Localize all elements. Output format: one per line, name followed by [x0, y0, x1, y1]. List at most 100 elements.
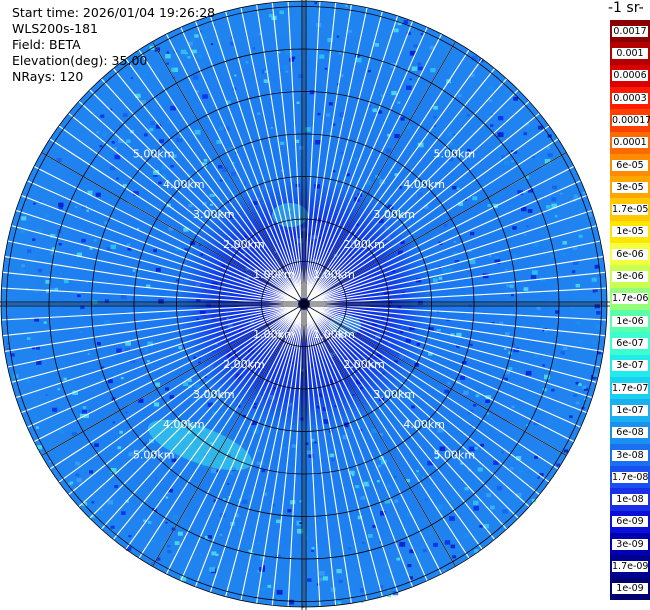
speckle — [458, 202, 463, 206]
speckle — [396, 557, 400, 561]
speckle — [387, 484, 391, 488]
speckle — [219, 534, 223, 537]
speckle — [79, 228, 84, 232]
ray-gap — [306, 49, 470, 300]
speckle — [571, 307, 574, 310]
speckle — [376, 480, 380, 483]
speckle — [100, 366, 105, 370]
speckle — [405, 479, 410, 483]
speckle — [52, 407, 58, 412]
speckle — [234, 513, 239, 518]
speckle — [252, 245, 255, 248]
speckle — [234, 74, 237, 77]
speckle — [311, 549, 314, 552]
speckle — [194, 129, 201, 135]
speckle — [429, 531, 433, 535]
speckle — [493, 460, 499, 465]
speckle — [372, 323, 377, 328]
speckle — [486, 493, 491, 498]
speckle — [438, 276, 443, 280]
speckle — [314, 184, 320, 189]
speckle — [203, 464, 207, 467]
speckle — [327, 37, 333, 43]
speckle — [401, 326, 404, 329]
speckle — [215, 553, 219, 556]
speckle — [400, 117, 405, 121]
ray-gap — [33, 165, 299, 302]
speckle — [504, 160, 510, 166]
range-ring-label: 2.00km — [223, 238, 265, 251]
ray-gap — [306, 33, 443, 299]
speckle — [109, 166, 115, 171]
speckle — [159, 139, 164, 144]
speckle — [50, 234, 55, 238]
speckle — [468, 249, 472, 252]
speckle — [207, 365, 214, 371]
speckle — [226, 317, 230, 321]
speckle — [204, 376, 207, 378]
speckle — [462, 361, 467, 365]
speckle — [544, 159, 551, 164]
speckle — [168, 226, 174, 231]
ray-gap — [209, 309, 303, 593]
speckle — [393, 215, 396, 219]
speckle — [185, 52, 188, 55]
ray-gap — [49, 306, 300, 470]
speckle — [324, 67, 328, 70]
speckle — [53, 264, 57, 267]
speckle — [380, 94, 384, 97]
speckle — [126, 139, 131, 144]
speckle — [416, 192, 423, 197]
speckle — [532, 242, 539, 247]
ray-gap — [58, 125, 300, 301]
speckle — [167, 549, 172, 554]
speckle — [58, 205, 63, 210]
range-ring-label: 4.00km — [403, 178, 445, 191]
speckle — [520, 162, 523, 165]
speckle — [209, 567, 216, 572]
speckle — [331, 261, 335, 264]
speckle — [203, 158, 208, 162]
speckle — [387, 594, 392, 598]
speckle — [51, 247, 56, 251]
speckle — [187, 41, 193, 46]
speckle — [101, 509, 104, 511]
ray-gap — [20, 194, 299, 303]
speckle — [582, 191, 586, 194]
speckle — [34, 317, 40, 322]
speckle — [466, 149, 471, 152]
speckle — [233, 88, 237, 91]
speckle — [259, 282, 264, 287]
speckle — [587, 213, 593, 217]
speckle — [143, 519, 146, 522]
speckle — [270, 127, 273, 129]
speckle — [427, 460, 434, 466]
speckle — [295, 139, 300, 143]
colorbar-label: 1.7e-08 — [612, 471, 649, 483]
speckle — [288, 599, 295, 605]
speckle — [488, 99, 493, 103]
speckle — [582, 385, 587, 389]
speckle — [240, 250, 243, 253]
speckle — [387, 589, 390, 591]
range-ring-label: 2.00km — [343, 358, 385, 371]
ray-gap — [100, 78, 301, 300]
speckle — [114, 485, 119, 489]
range-ring-label: 3.00km — [373, 208, 415, 221]
speckle — [107, 500, 113, 505]
speckle — [204, 535, 210, 540]
speckle — [414, 473, 420, 478]
speckle — [188, 203, 193, 208]
speckle — [187, 173, 192, 178]
speckle — [409, 78, 412, 81]
speckle — [526, 225, 529, 228]
ray-gap — [309, 180, 582, 303]
speckle — [122, 183, 127, 188]
speckle — [336, 569, 342, 574]
speckle — [537, 476, 540, 479]
speckle — [146, 284, 151, 288]
speckle — [379, 456, 384, 461]
speckle — [125, 500, 129, 503]
speckle — [485, 399, 490, 403]
speckle — [43, 321, 47, 324]
